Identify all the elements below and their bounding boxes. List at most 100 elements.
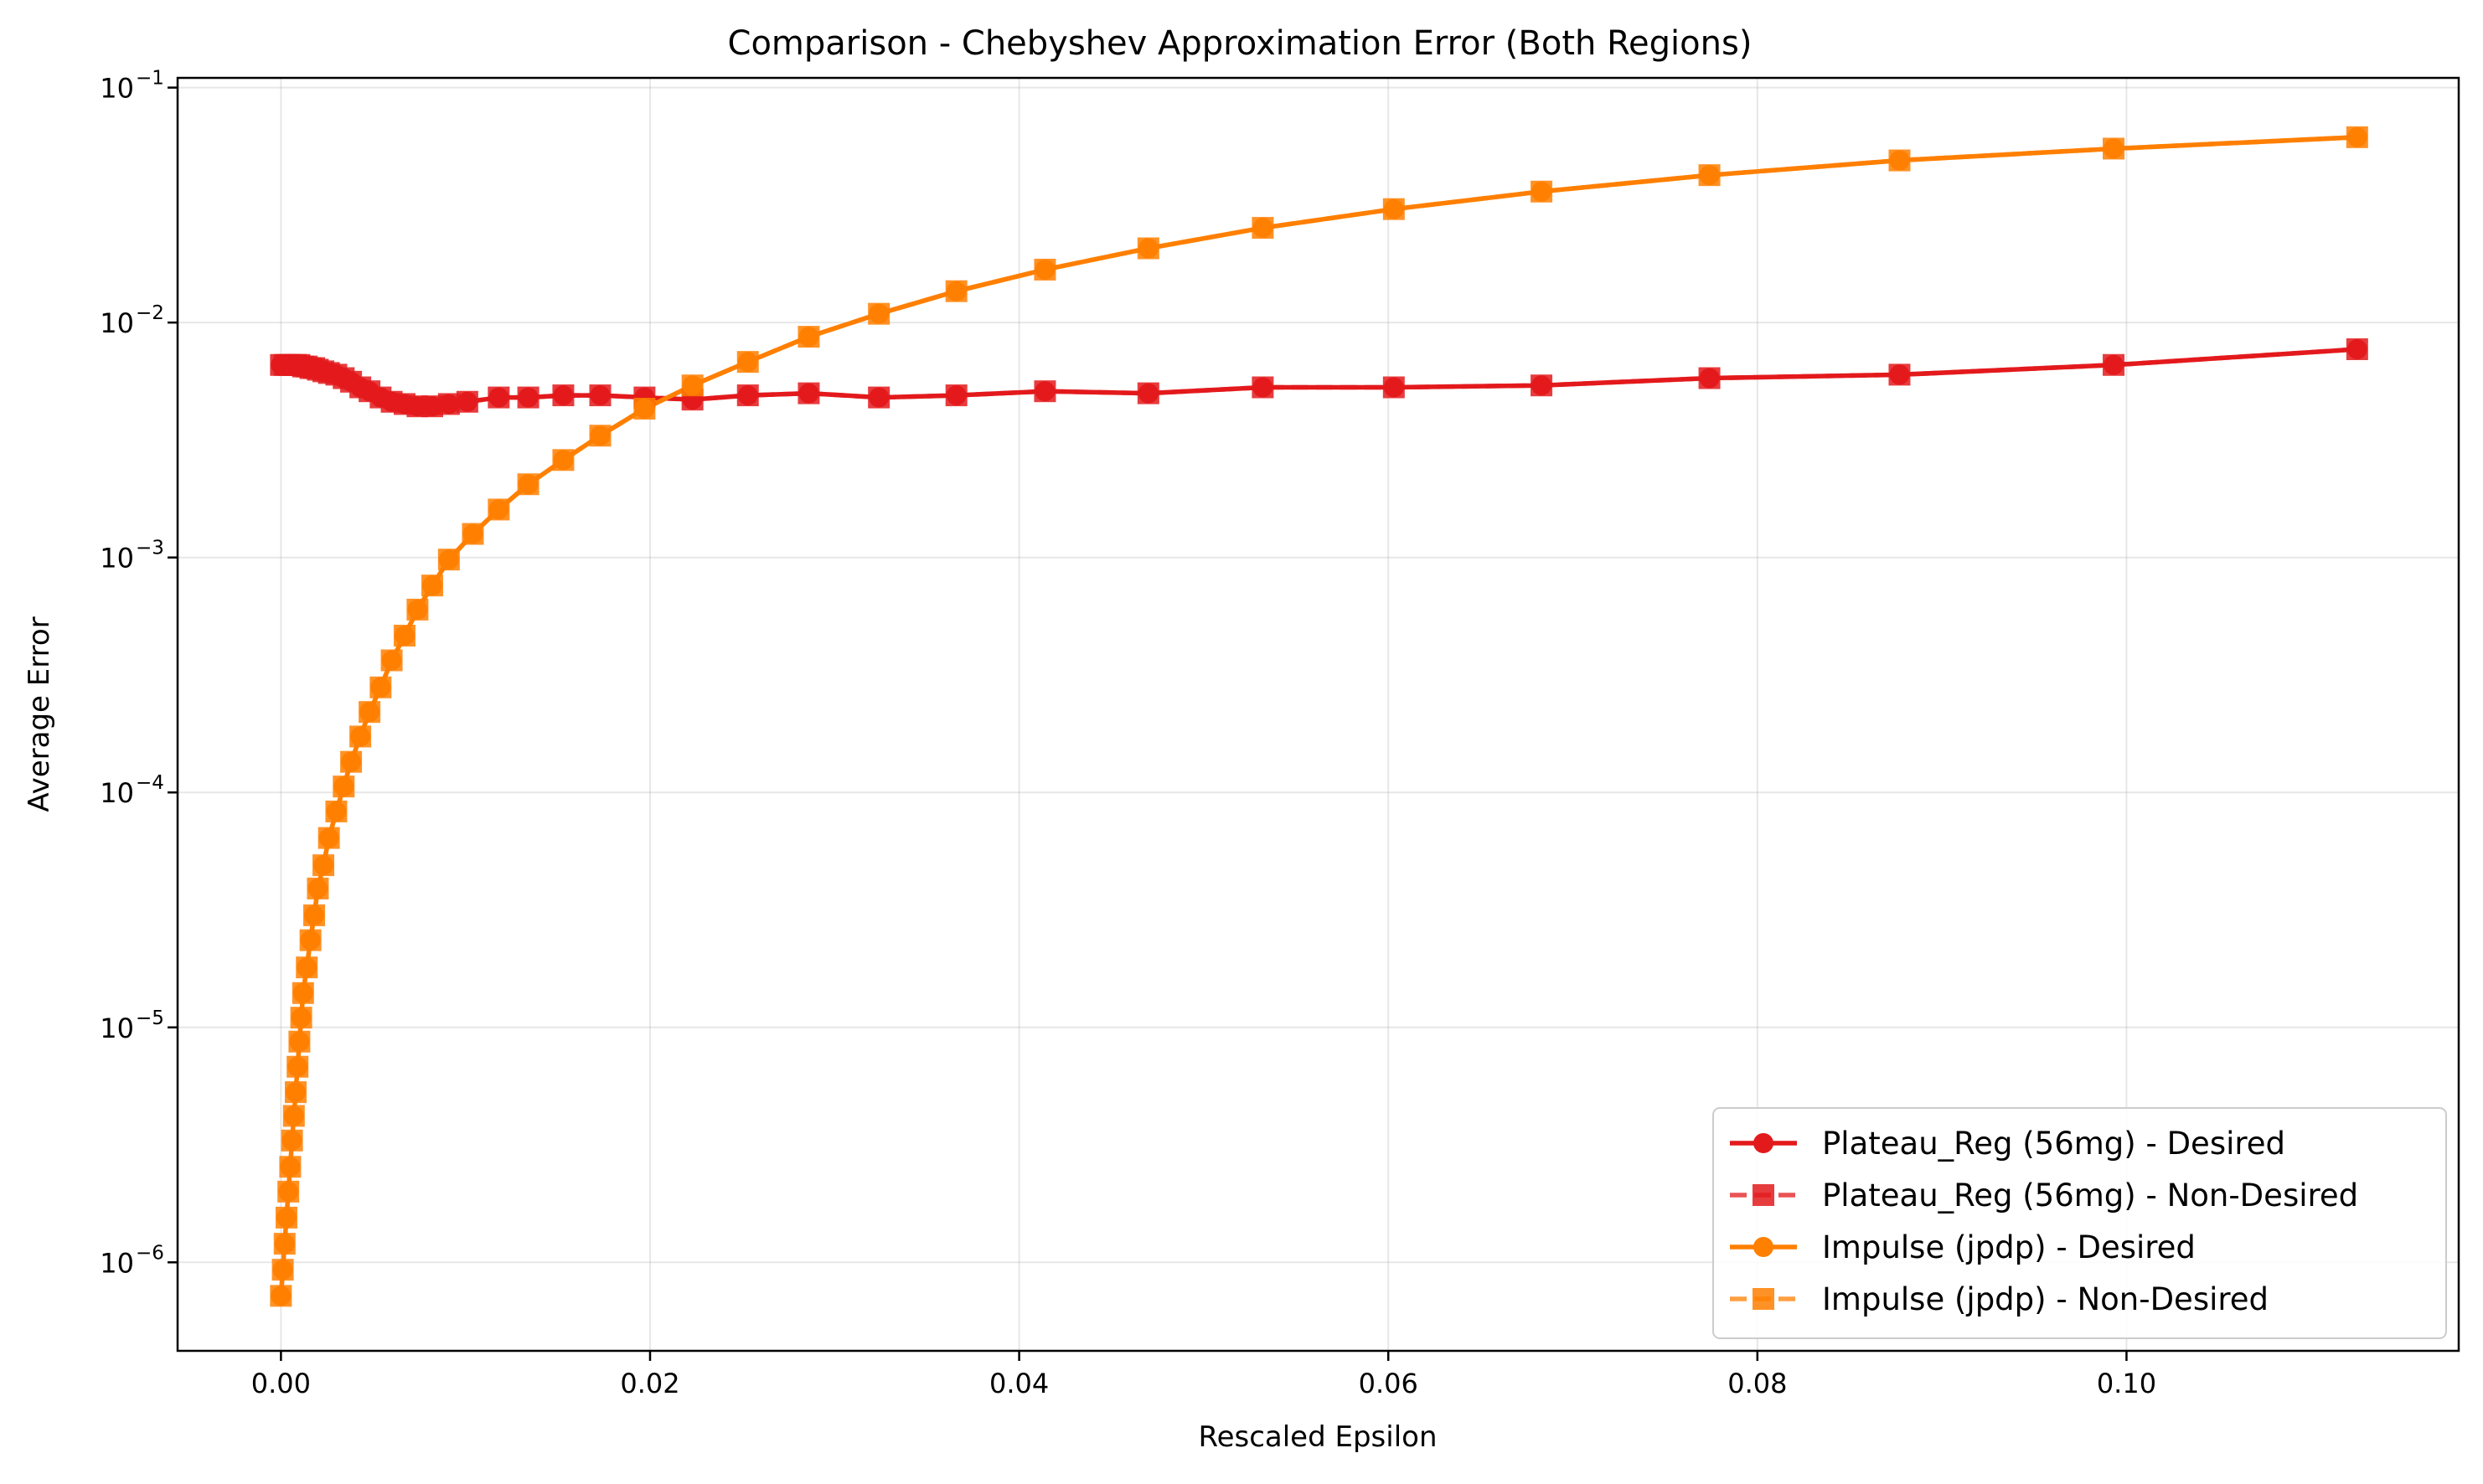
series-1-point bbox=[517, 386, 539, 409]
series-1-point bbox=[2103, 353, 2125, 376]
series-3-point bbox=[281, 1129, 303, 1152]
legend-label-2: Impulse (jpdp) - Desired bbox=[1822, 1229, 2196, 1265]
series-1-point bbox=[589, 384, 612, 407]
series-3-point bbox=[369, 676, 392, 698]
series-3-point bbox=[275, 1206, 297, 1229]
series-3-point bbox=[393, 624, 416, 647]
legend-label-3: Impulse (jpdp) - Non-Desired bbox=[1822, 1281, 2269, 1317]
series-1-point bbox=[736, 384, 759, 407]
series-3-point bbox=[273, 1233, 296, 1255]
series-3-point bbox=[325, 800, 348, 822]
series-1-point bbox=[1698, 367, 1721, 389]
series-1-point bbox=[1034, 380, 1056, 403]
y-axis: 10−610−510−410−310−210−1 bbox=[100, 68, 178, 1279]
series-3-point bbox=[406, 598, 429, 621]
grid-lines bbox=[178, 78, 2459, 1351]
legend-marker-2 bbox=[1753, 1237, 1773, 1257]
y-tick-label: 10 bbox=[100, 1013, 134, 1044]
y-tick-base: 10 bbox=[100, 73, 134, 105]
y-tick-exponent: −4 bbox=[136, 772, 164, 794]
series-1-point bbox=[456, 390, 478, 413]
series-3-point bbox=[437, 549, 460, 571]
series-1-point bbox=[1531, 374, 1553, 397]
series-3-point bbox=[380, 649, 403, 672]
legend-marker-1 bbox=[1753, 1184, 1774, 1206]
series-1-point bbox=[868, 386, 890, 409]
x-axis-label: Rescaled Epsilon bbox=[1198, 1420, 1437, 1454]
series-layer bbox=[270, 126, 2368, 1307]
y-tick-exponent: −1 bbox=[136, 68, 164, 90]
y-tick-base: 10 bbox=[100, 543, 134, 575]
y-tick-exponent: −6 bbox=[136, 1242, 164, 1264]
series-3-point bbox=[271, 1259, 294, 1281]
series-1-point bbox=[1888, 363, 1911, 386]
series-3-point bbox=[1252, 217, 1274, 240]
series-3-point bbox=[589, 425, 612, 447]
series-3-point bbox=[282, 1105, 305, 1127]
y-tick-base: 10 bbox=[100, 1247, 134, 1279]
x-tick-label: 0.06 bbox=[1359, 1368, 1418, 1399]
series-1-point bbox=[1252, 376, 1274, 399]
y-tick-label: 10 bbox=[100, 1247, 134, 1279]
y-tick-base: 10 bbox=[100, 307, 134, 339]
y-tick-label: 10 bbox=[100, 307, 134, 339]
series-3-point bbox=[2346, 126, 2368, 148]
series-1-point bbox=[2346, 338, 2368, 360]
series-1-point bbox=[798, 382, 820, 404]
series-1-point bbox=[1382, 376, 1405, 399]
series-3-point bbox=[2103, 137, 2125, 160]
series-3-point bbox=[681, 374, 704, 397]
series-3-point bbox=[277, 1180, 300, 1203]
y-tick-exponent: −3 bbox=[136, 538, 164, 559]
series-3-point bbox=[798, 326, 820, 348]
y-tick-exponent: −5 bbox=[136, 1007, 164, 1029]
series-3-point bbox=[488, 498, 510, 521]
y-tick-exponent: −2 bbox=[136, 302, 164, 324]
series-3-point bbox=[284, 1081, 307, 1104]
series-3-point bbox=[349, 725, 372, 748]
x-tick-label: 0.00 bbox=[251, 1368, 311, 1399]
series-1-point bbox=[488, 386, 510, 409]
plot-frame bbox=[176, 76, 2460, 1353]
y-axis-label: Average Error bbox=[23, 616, 56, 812]
legend: Plateau_Reg (56mg) - Desired Plateau_Reg … bbox=[1712, 1107, 2447, 1339]
series-3-point bbox=[517, 473, 539, 496]
x-tick-label: 0.02 bbox=[620, 1368, 679, 1399]
x-axis: 0.00 0.02 0.04 0.06 0.08 0.10 bbox=[251, 1351, 2156, 1399]
series-3-point bbox=[1698, 164, 1721, 187]
x-tick-label: 0.10 bbox=[2097, 1368, 2156, 1399]
legend-label-1: Plateau_Reg (56mg) - Non-Desired bbox=[1822, 1177, 2358, 1213]
series-3-point bbox=[736, 351, 759, 374]
series-3-point bbox=[296, 956, 318, 979]
chart-title: Comparison - Chebyshev Approximation Err… bbox=[728, 24, 1753, 63]
series-3-point bbox=[333, 775, 355, 798]
y-tick-base: 10 bbox=[100, 777, 134, 809]
series-3-point bbox=[1382, 198, 1405, 220]
series-3-point bbox=[1531, 180, 1553, 203]
series-3-point bbox=[633, 397, 656, 420]
series-3-point bbox=[340, 750, 363, 773]
series-3-point bbox=[303, 904, 326, 926]
series-3-point bbox=[359, 701, 381, 724]
series-3-point bbox=[1034, 258, 1056, 281]
series-3-point bbox=[288, 1030, 311, 1053]
series-3-point bbox=[299, 929, 322, 951]
series-3-point bbox=[286, 1055, 309, 1078]
series-3-point bbox=[312, 854, 335, 877]
y-tick-label: 10 bbox=[100, 543, 134, 575]
series-3-point bbox=[868, 302, 890, 325]
series-1-point bbox=[437, 393, 460, 415]
legend-marker-3 bbox=[1753, 1288, 1774, 1310]
legend-marker-0 bbox=[1753, 1133, 1773, 1153]
x-tick-label: 0.08 bbox=[1727, 1368, 1787, 1399]
series-3-point bbox=[290, 1007, 312, 1029]
y-tick-base: 10 bbox=[100, 1013, 134, 1044]
series-1-point bbox=[1137, 382, 1159, 404]
y-tick-label: 10 bbox=[100, 73, 134, 105]
series-3-point bbox=[552, 449, 575, 471]
series-3-point bbox=[421, 575, 444, 597]
series-1-point bbox=[552, 384, 575, 407]
series-3-point bbox=[270, 1285, 292, 1307]
